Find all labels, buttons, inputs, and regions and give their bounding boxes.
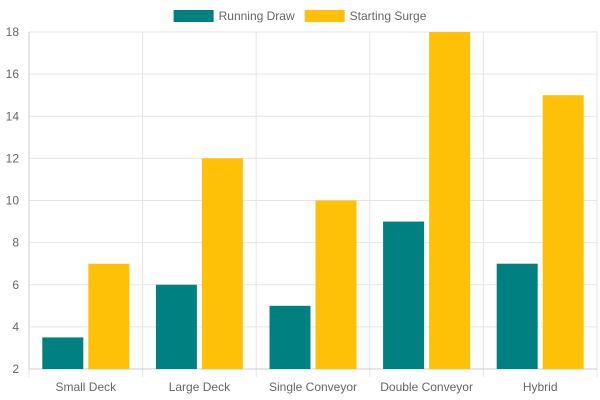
legend-swatch-running-draw [173,10,214,22]
legend: Running Draw Starting Surge [173,9,427,23]
y-tick-label: 10 [6,194,20,208]
bar-running-draw-large-deck [155,284,197,369]
y-tick-label: 8 [12,236,19,250]
bar-running-draw-double-conveyor [383,221,425,369]
bar-starting-surge-hybrid [542,95,584,369]
x-axis-ticks: Small Deck Large Deck Single Conveyor Doubl… [55,380,557,394]
grid [28,31,598,377]
bar-starting-surge-single-conveyor [315,200,357,369]
y-tick-label: 2 [12,362,19,376]
legend-label-running-draw: Running Draw [219,9,295,23]
bars [42,32,584,369]
y-axis-ticks: 2 4 6 8 10 12 14 16 18 [6,25,20,376]
y-tick-label: 4 [12,320,19,334]
legend-swatch-starting-surge [304,10,345,22]
legend-label-starting-surge: Starting Surge [350,9,427,23]
x-tick-label: Hybrid [523,380,558,394]
x-tick-label: Double Conveyor [380,380,473,394]
y-tick-label: 12 [6,151,20,165]
x-tick-label: Single Conveyor [269,380,357,394]
bar-running-draw-small-deck [42,337,84,369]
bar-starting-surge-double-conveyor [429,32,471,369]
bar-running-draw-single-conveyor [269,305,311,369]
bar-starting-surge-large-deck [201,158,243,369]
y-tick-label: 18 [6,25,20,39]
y-tick-label: 14 [6,109,20,123]
y-tick-label: 6 [12,278,19,292]
x-tick-label: Large Deck [169,380,231,394]
bar-starting-surge-small-deck [88,263,130,369]
y-tick-label: 16 [6,67,20,81]
x-tick-label: Small Deck [55,380,117,394]
bar-running-draw-hybrid [496,263,538,369]
